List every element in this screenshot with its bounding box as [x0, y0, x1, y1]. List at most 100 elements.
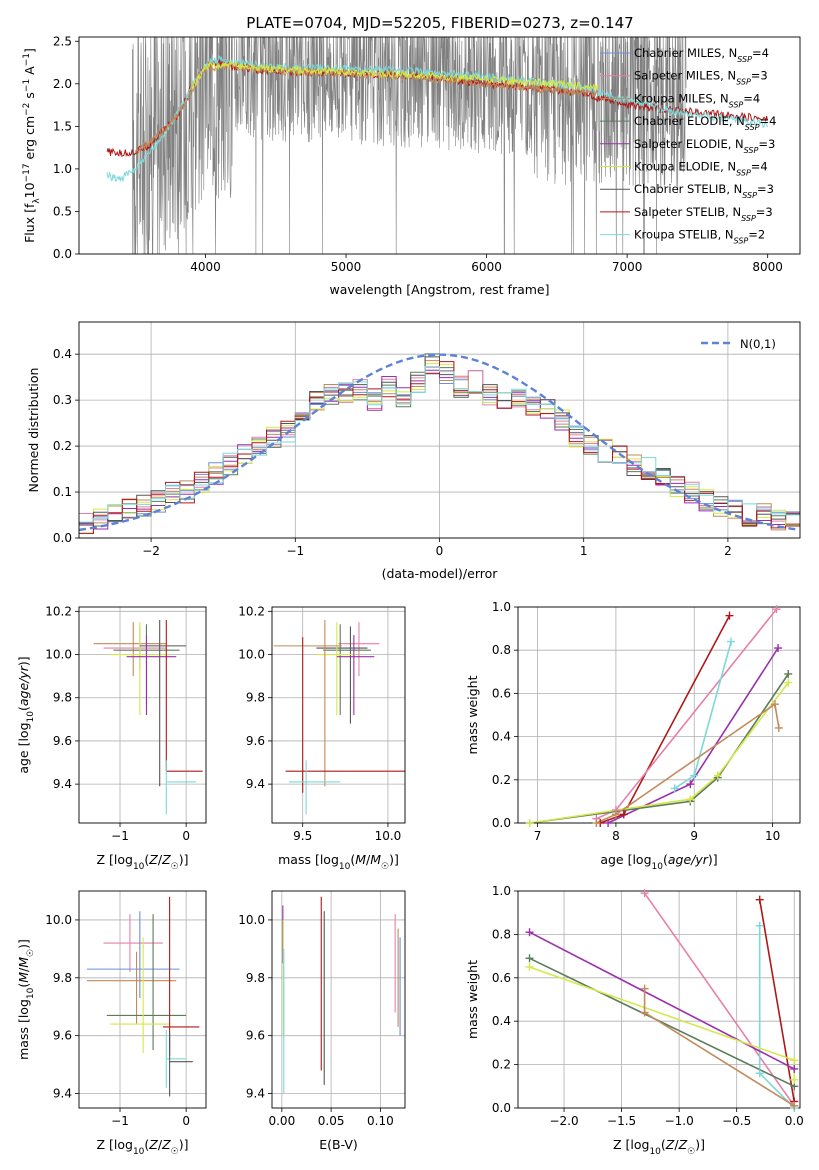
y-tick-label: 9.4: [53, 1087, 72, 1101]
age_vs_Z-panel: −1 0 9.4 9.6 9.8 10.0 10.2 Z [log10(Z/Z☉)] age […: [16, 604, 207, 872]
figure-title: PLATE=0704, MJD=52205, FIBERID=0273, z=0…: [246, 14, 633, 32]
legend-label: Kroupa ELODIE, NSSP=4: [634, 160, 768, 178]
y-axis-label: Flux [fλ10−17 erg cm−2 s−1 A−1]: [22, 48, 42, 243]
x-tick-label: 10: [765, 829, 780, 843]
x-tick-label: 1: [580, 544, 588, 558]
x-tick-label: −1.5: [607, 1114, 636, 1128]
x-tick-label: −1: [111, 829, 129, 843]
y-tick-label: 9.6: [53, 1029, 72, 1043]
weight_vs_age-marks: [529, 608, 789, 823]
axes-frame: [78, 606, 207, 824]
x-tick-label: 0: [182, 829, 190, 843]
ebv-panel: 0.00 0.05 0.10 9.4 9.6 9.8 10.0 E(B-V): [238, 890, 406, 1152]
y-tick-label: 2.0: [53, 77, 72, 91]
y-tick-label: 9.8: [246, 971, 265, 985]
axes-frame: [517, 890, 801, 1109]
y-tick-label: 0.5: [53, 204, 72, 218]
legend-label: Kroupa STELIB, NSSP=2: [634, 228, 765, 246]
ebv-marks: [282, 896, 401, 1094]
residuals-marks: [79, 353, 800, 534]
weight_vs_Z-marks: [529, 892, 795, 1108]
y-axis-label: mass [log10(M/M☉)]: [16, 939, 36, 1060]
gaussian-curve: [79, 353, 798, 532]
x-tick-label: 7000: [612, 260, 643, 274]
y-tick-label: 10.2: [238, 604, 265, 618]
x-tick-label: 9.5: [293, 829, 312, 843]
legend-label: N(0,1): [740, 337, 776, 351]
y-tick-label: 10.0: [238, 913, 265, 927]
x-axis-label: Z [log10(Z/Z☉)]: [96, 852, 188, 872]
y-tick-label: 9.6: [246, 734, 265, 748]
axes-frame: [78, 36, 801, 255]
x-tick-label: 0.00: [268, 1114, 295, 1128]
y-tick-label: 9.4: [53, 777, 72, 791]
weight-line: [529, 682, 789, 823]
x-axis-label: wavelength [Angstrom, rest frame]: [329, 282, 549, 297]
x-tick-label: 9: [690, 829, 698, 843]
x-axis-label: (data-model)/error: [382, 566, 499, 581]
x-tick-label: −2.0: [549, 1114, 578, 1128]
y-tick-label: 2.5: [53, 34, 72, 48]
y-tick-label: 9.8: [53, 691, 72, 705]
y-tick-label: 0.4: [492, 1014, 511, 1028]
x-axis-label: mass [log10(M/M☉)]: [278, 852, 399, 872]
x-tick-label: 10.0: [375, 829, 402, 843]
y-tick-label: 0.0: [53, 247, 72, 261]
mass_vs_Z-panel: −1 0 9.4 9.6 9.8 10.0 Z [log10(Z/Z☉)] mass [log…: [16, 890, 207, 1157]
y-tick-label: 0.4: [53, 347, 72, 361]
y-axis-label: Normed distribution: [26, 368, 41, 493]
y-axis-label: mass weight: [465, 675, 480, 754]
y-tick-label: 1.0: [492, 884, 511, 898]
y-tick-label: 0.1: [53, 485, 72, 499]
model-spectrum: [134, 63, 599, 155]
x-tick-label: 6000: [471, 260, 502, 274]
weight-line: [595, 608, 778, 820]
weight-line: [643, 892, 795, 1107]
y-tick-label: 0.2: [492, 1058, 511, 1072]
weight-line: [529, 957, 795, 1088]
legend-label: Salpeter ELODIE, NSSP=3: [634, 137, 775, 155]
x-axis-label: Z [log10(Z/Z☉)]: [96, 1137, 188, 1157]
x-tick-label: 7: [534, 829, 542, 843]
x-tick-label: 5000: [331, 260, 362, 274]
y-tick-label: 10.2: [45, 604, 72, 618]
axes-frame: [271, 890, 406, 1109]
residuals-panel: −2 −1 0 1 2 0.0 0.1 0.2 0.3 0.4 N(0,1) (data-model)…: [26, 321, 801, 581]
y-tick-label: 0.2: [53, 439, 72, 453]
y-tick-label: 0.0: [53, 531, 72, 545]
y-tick-label: 0.6: [492, 971, 511, 985]
y-tick-label: 1.5: [53, 119, 72, 133]
y-tick-label: 0.6: [492, 686, 511, 700]
y-tick-label: 1.0: [53, 162, 72, 176]
y-tick-label: 10.0: [45, 913, 72, 927]
data-spectrum: [132, 37, 687, 254]
x-tick-label: −0.5: [722, 1114, 751, 1128]
x-tick-label: 0.0: [785, 1114, 804, 1128]
legend-label: Chabrier MILES, NSSP=4: [634, 46, 769, 64]
axes-frame: [78, 890, 207, 1109]
y-tick-label: 0.0: [492, 816, 511, 830]
y-tick-label: 1.0: [492, 600, 511, 614]
x-tick-label: 4000: [190, 260, 221, 274]
age_vs_Z-marks: [93, 619, 203, 815]
x-tick-label: 0.10: [367, 1114, 394, 1128]
y-tick-label: 0.0: [492, 1101, 511, 1115]
x-tick-label: 0.05: [318, 1114, 345, 1128]
y-tick-label: 0.8: [492, 927, 511, 941]
weight-line: [595, 702, 780, 823]
x-tick-label: −1: [111, 1114, 129, 1128]
axes-frame: [271, 606, 406, 824]
weight-line: [758, 899, 795, 1102]
y-tick-label: 10.0: [238, 648, 265, 662]
x-tick-label: 8000: [752, 260, 783, 274]
y-tick-label: 9.6: [53, 734, 72, 748]
y-tick-label: 9.4: [246, 1087, 265, 1101]
weight-line: [674, 641, 732, 790]
y-axis-label: mass weight: [465, 960, 480, 1039]
x-tick-label: 2: [724, 544, 732, 558]
x-tick-label: −2: [142, 544, 160, 558]
axes-frame: [78, 321, 801, 539]
spectrum-panel: 4000 5000 6000 7000 8000 0.0 0.5 1.0 1.5 2.0 2.5 wa…: [22, 34, 801, 297]
y-tick-label: 0.2: [492, 773, 511, 787]
age_vs_mass-marks: [273, 619, 405, 815]
